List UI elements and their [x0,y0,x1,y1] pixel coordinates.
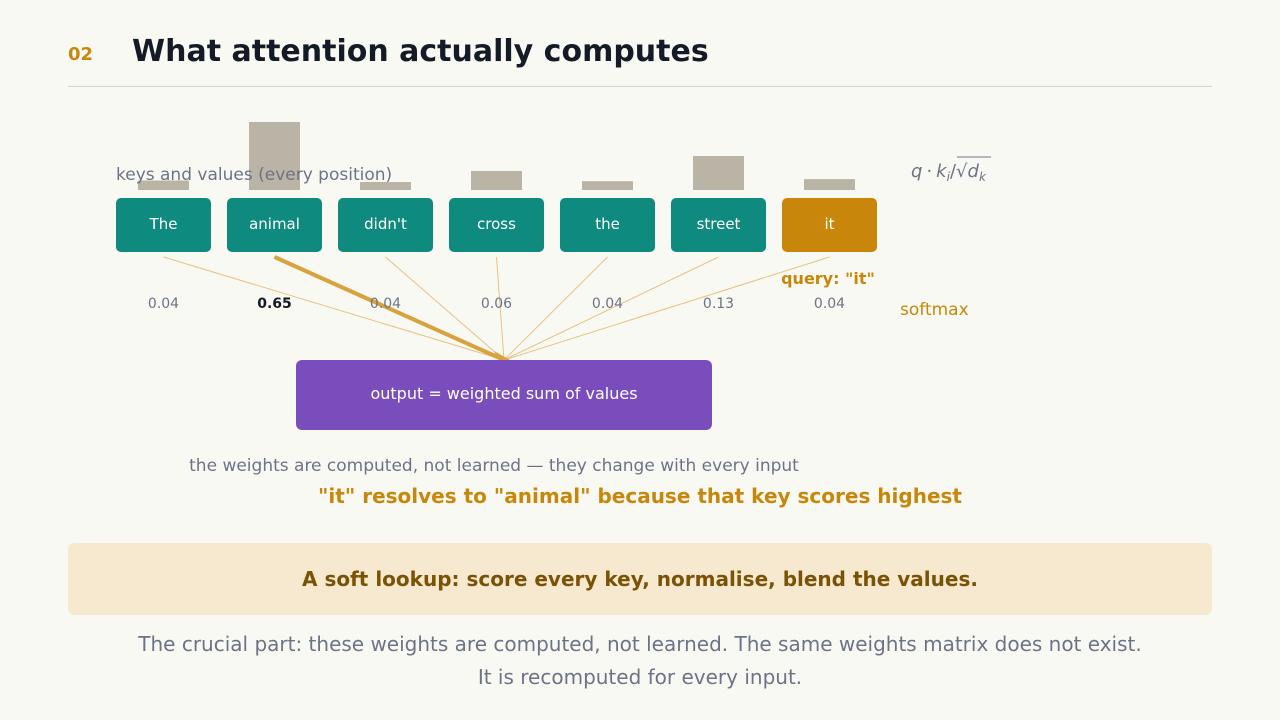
attention-line-3 [496,256,505,361]
attention-line-2 [385,256,505,361]
attention-weight-3: 0.06 [481,296,512,312]
attention-weight-5: 0.13 [703,296,734,312]
attention-weight-0: 0.04 [148,296,179,312]
token-label: didn't [364,215,407,233]
token-label: the [595,215,620,233]
attention-weight-4: 0.04 [592,296,623,312]
token-box [449,198,544,252]
token-label: animal [249,215,300,233]
attention-weight-1: 0.65 [257,296,292,312]
title-divider [68,86,1212,87]
token-label: it [824,215,834,233]
token-box [671,198,766,252]
token-row: The animal didn't cross the street it [116,198,877,252]
takeaway: "it" resolves to "animal" because that k… [318,484,962,508]
score-bar-6 [804,179,855,190]
slide-number: 02 [68,44,94,65]
keys-values-label: keys and values (every position) [116,165,392,185]
score-bar-3 [471,170,522,190]
score-bar-2 [360,182,411,190]
token-0: The [116,198,211,252]
score-bar-5 [693,156,744,190]
arrow-head [494,351,512,361]
attention-weight-6: 0.04 [814,296,845,312]
attention-weights: 0.04 0.65 0.04 0.06 0.04 0.13 0.04 [148,296,845,312]
score-formula: q · ki/√dk [911,161,987,184]
attention-line-0 [163,256,505,361]
score-bar-0 [138,180,189,190]
token-3: cross [449,198,544,252]
token-box [560,198,655,252]
token-5: street [671,198,766,252]
summary-callout: A soft lookup: score every key, normalis… [68,543,1212,615]
output-box [296,360,712,430]
query-token-box [782,198,877,252]
attention-line-6 [503,256,830,361]
attention-lines [163,255,830,362]
token-label: street [697,215,741,233]
score-bars [138,122,855,190]
token-6: it [782,198,877,252]
token-4: the [560,198,655,252]
token-2: didn't [338,198,433,252]
body-text: The crucial part: these weights are comp… [138,632,1142,689]
weights-note: the weights are computed, not learned — … [189,456,799,476]
token-box [116,198,211,252]
score-bar-4 [582,181,633,190]
token-label: The [149,215,178,233]
token-label: cross [477,215,516,233]
attention-line-1 [273,255,505,362]
token-box [338,198,433,252]
attention-weight-2: 0.04 [370,296,401,312]
token-box [227,198,322,252]
score-bar-1 [249,122,300,190]
token-1: animal [227,198,322,252]
query-label: query: "it" [781,269,875,288]
attention-line-5 [503,256,719,361]
output-label: output = weighted sum of values [370,384,637,403]
attention-line-4 [503,256,608,361]
softmax-label: softmax [900,300,969,320]
slide-title: What attention actually computes [132,34,709,69]
